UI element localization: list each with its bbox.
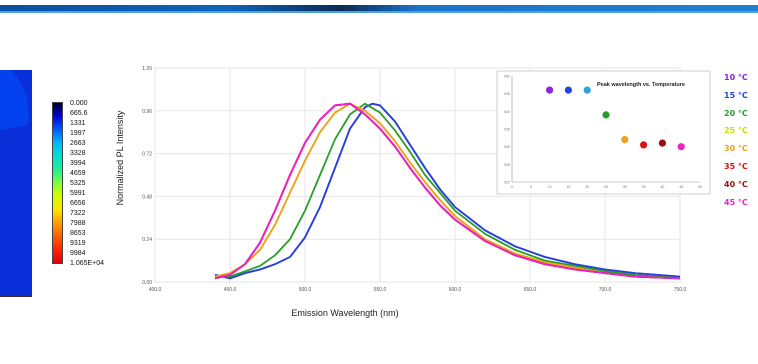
inset-x-tick-label: 5 (530, 185, 532, 189)
inset-y-tick-label: 540 (504, 110, 510, 114)
x-tick-label: 400.0 (149, 287, 162, 293)
legend-item: 15 °C (724, 90, 748, 100)
inset-x-tick-label: 25 (604, 185, 608, 189)
colorbar (52, 102, 63, 264)
colorbar-label: 665.6 (70, 110, 88, 117)
inset-title: Peak wavelength vs. Temperature (597, 82, 685, 88)
colorbar-label: 5325 (70, 180, 86, 187)
inset-point-7 (677, 143, 685, 151)
colorbar-label: 9984 (70, 250, 86, 257)
contour-plot-fragment (0, 70, 32, 296)
y-axis-label: Normalized PL Intensity (115, 110, 125, 205)
colorbar-label: 5991 (70, 190, 86, 197)
top-header-bar (0, 0, 758, 13)
colorbar-label: 1.065E+04 (70, 260, 105, 267)
legend-item: 40 °C (724, 179, 748, 189)
inset-point-2 (583, 86, 591, 94)
series-line-7 (214, 102, 681, 280)
y-tick-label: 0.72 (142, 152, 152, 158)
legend-item: 45 °C (724, 197, 748, 207)
x-tick-label: 450.0 (224, 287, 237, 293)
inset-x-tick-label: 30 (623, 185, 627, 189)
inset-scatter-plot: 0 5 10 15 20 25 30 35 40 45 50 520 525 530 535 540 545 55… (496, 70, 711, 195)
inset-x-tick-label: 10 (548, 185, 552, 189)
inset-point-6 (658, 139, 667, 147)
contour-plot-frame (0, 296, 32, 297)
y-tick-label: 0.48 (142, 194, 152, 200)
x-tick-label: 600.0 (449, 287, 462, 293)
inset-point-3 (602, 111, 610, 119)
series-line-1 (214, 102, 681, 280)
legend-item: 25 °C (724, 126, 748, 136)
x-tick-label: 500.0 (299, 287, 312, 293)
x-tick-label: 700.0 (599, 287, 612, 293)
colorbar-label: 1331 (70, 120, 86, 127)
y-tick-label: 0.24 (142, 237, 152, 243)
inset-point-4 (621, 136, 629, 144)
colorbar-label: 7988 (70, 220, 86, 227)
inset-y-tick-label: 525 (504, 163, 510, 167)
inset-x-tick-label: 0 (511, 185, 513, 189)
colorbar-label: 9319 (70, 240, 86, 247)
colorbar-label: 6656 (70, 200, 86, 207)
x-tick-label: 750.0 (674, 287, 687, 293)
inset-x-tick-label: 45 (679, 185, 683, 189)
inset-x-tick-label: 35 (642, 185, 646, 189)
inset-point-5 (640, 141, 648, 149)
x-tick-label: 550.0 (374, 287, 387, 293)
series-line-4 (214, 102, 681, 280)
inset-x-tick-label: 50 (698, 185, 702, 189)
x-axis-label: Emission Wavelength (nm) (291, 308, 398, 318)
inset-y-tick-label: 545 (504, 92, 510, 96)
header-bar-graphic (0, 5, 758, 13)
x-tick-label: 650.0 (524, 287, 537, 293)
inset-x-tick-label: 40 (660, 185, 664, 189)
inset-y-tick-label: 535 (504, 128, 510, 132)
legend-item: 35 °C (724, 162, 748, 171)
colorbar-label: 8653 (70, 230, 86, 237)
colorbar-label: 1997 (70, 130, 86, 137)
colorbar-label: 7322 (70, 210, 86, 217)
inset-x-tick-label: 20 (585, 185, 589, 189)
inset-point-0 (546, 86, 554, 94)
colorbar-label: 3994 (70, 160, 86, 167)
inset-x-tick-label: 15 (566, 185, 570, 189)
inset-y-tick-label: 550 (504, 75, 510, 79)
colorbar-label: 3328 (70, 150, 86, 157)
legend-item: 10 °C (724, 73, 748, 82)
colorbar-label: 0.000 (70, 100, 88, 107)
colorbar-label: 2663 (70, 140, 86, 147)
y-tick-label: 1.20 (142, 66, 152, 72)
legend-item: 20 °C (724, 108, 748, 118)
y-tick-label: 0.00 (142, 280, 152, 286)
inset-frame (496, 70, 711, 195)
y-tick-label: 0.96 (142, 109, 152, 115)
inset-point-1 (564, 86, 573, 94)
contour-plot-graphic (0, 70, 32, 296)
colorbar-label: 4659 (70, 170, 86, 177)
inset-y-tick-label: 530 (504, 145, 510, 149)
inset-y-tick-label: 520 (504, 181, 510, 185)
legend-item: 30 °C (724, 144, 748, 154)
series-line-2 (215, 102, 681, 280)
